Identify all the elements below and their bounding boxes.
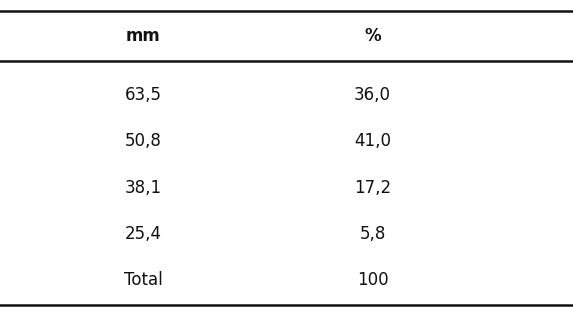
Text: Total: Total [124,271,163,289]
Text: mm: mm [126,27,160,45]
Text: 38,1: 38,1 [125,178,162,197]
Text: 41,0: 41,0 [354,132,391,150]
Text: 63,5: 63,5 [125,86,162,104]
Text: 25,4: 25,4 [125,225,162,243]
Text: 5,8: 5,8 [359,225,386,243]
Text: 100: 100 [356,271,388,289]
Text: %: % [364,27,381,45]
Text: 50,8: 50,8 [125,132,162,150]
Text: 36,0: 36,0 [354,86,391,104]
Text: 17,2: 17,2 [354,178,391,197]
